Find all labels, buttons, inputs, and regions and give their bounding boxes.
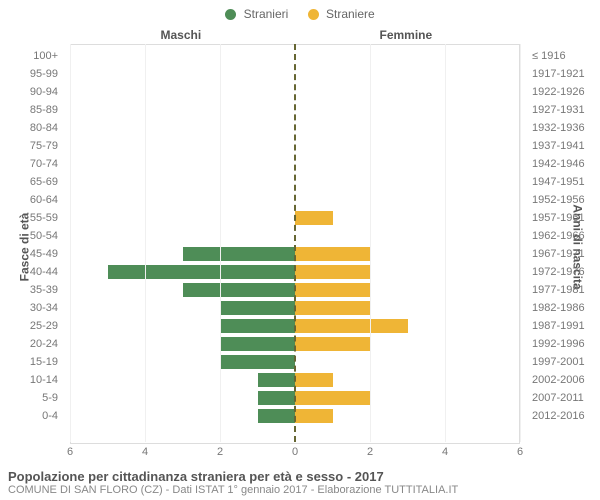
birth-year-label: 1972-1976: [526, 265, 600, 279]
age-label: 95-99: [0, 67, 64, 81]
bar-male: [258, 373, 296, 387]
birth-year-label: 1967-1971: [526, 247, 600, 261]
birth-year-label: 2012-2016: [526, 409, 600, 423]
age-label: 90-94: [0, 85, 64, 99]
bar-female: [295, 409, 333, 423]
bar-female: [295, 265, 370, 279]
birth-year-label: 1962-1966: [526, 229, 600, 243]
legend-label-male: Stranieri: [244, 7, 289, 21]
age-label: 35-39: [0, 283, 64, 297]
bar-male: [183, 247, 296, 261]
gridline: [445, 44, 446, 442]
x-tick-label: 4: [142, 446, 148, 458]
x-tick-label: 2: [367, 446, 373, 458]
x-tick-label: 2: [217, 446, 223, 458]
gridline: [220, 44, 221, 442]
gridline: [70, 44, 71, 442]
bar-male: [183, 283, 296, 297]
age-label: 25-29: [0, 319, 64, 333]
center-axis: [294, 44, 296, 442]
birth-year-label: ≤ 1916: [526, 49, 600, 63]
swatch-female: [308, 9, 319, 20]
age-label: 60-64: [0, 193, 64, 207]
gridline: [145, 44, 146, 442]
age-label: 70-74: [0, 157, 64, 171]
bar-male: [108, 265, 296, 279]
age-label: 80-84: [0, 121, 64, 135]
bar-male: [258, 409, 296, 423]
bar-female: [295, 283, 370, 297]
bar-female: [295, 247, 370, 261]
bar-female: [295, 211, 333, 225]
column-header-maschi: Maschi: [161, 28, 202, 42]
birth-year-label: 1937-1941: [526, 139, 600, 153]
birth-year-label: 1977-1981: [526, 283, 600, 297]
age-label: 65-69: [0, 175, 64, 189]
age-label: 20-24: [0, 337, 64, 351]
legend-item-male: Stranieri: [225, 7, 288, 21]
birth-year-label: 1952-1956: [526, 193, 600, 207]
birth-year-label: 1927-1931: [526, 103, 600, 117]
legend: Stranieri Straniere: [0, 6, 600, 21]
legend-item-female: Straniere: [308, 7, 375, 21]
bar-female: [295, 319, 408, 333]
age-label: 45-49: [0, 247, 64, 261]
gridline: [520, 44, 521, 442]
age-label: 0-4: [0, 409, 64, 423]
age-label: 5-9: [0, 391, 64, 405]
swatch-male: [225, 9, 236, 20]
age-label: 30-34: [0, 301, 64, 315]
birth-year-label: 1982-1986: [526, 301, 600, 315]
bar-male: [220, 355, 295, 369]
birth-year-label: 1942-1946: [526, 157, 600, 171]
x-tick-label: 0: [292, 446, 298, 458]
age-label: 10-14: [0, 373, 64, 387]
bar-male: [220, 337, 295, 351]
age-label: 55-59: [0, 211, 64, 225]
x-tick-label: 6: [67, 446, 73, 458]
bar-male: [220, 301, 295, 315]
gridline: [370, 44, 371, 442]
age-label: 85-89: [0, 103, 64, 117]
column-header-femmine: Femmine: [380, 28, 433, 42]
birth-year-label: 1932-1936: [526, 121, 600, 135]
age-label: 40-44: [0, 265, 64, 279]
age-label: 100+: [0, 49, 64, 63]
x-tick-label: 6: [517, 446, 523, 458]
birth-year-label: 1992-1996: [526, 337, 600, 351]
age-label: 50-54: [0, 229, 64, 243]
bar-female: [295, 373, 333, 387]
birth-year-label: 2007-2011: [526, 391, 600, 405]
bar-female: [295, 301, 370, 315]
birth-year-label: 2002-2006: [526, 373, 600, 387]
birth-year-label: 1957-1961: [526, 211, 600, 225]
bar-male: [220, 319, 295, 333]
birth-year-label: 1987-1991: [526, 319, 600, 333]
birth-year-label: 1917-1921: [526, 67, 600, 81]
bar-male: [258, 391, 296, 405]
chart-title: Popolazione per cittadinanza straniera p…: [8, 469, 592, 484]
x-tick-label: 4: [442, 446, 448, 458]
chart-subtitle: COMUNE DI SAN FLORO (CZ) - Dati ISTAT 1°…: [8, 484, 592, 496]
population-pyramid: Stranieri Straniere Maschi Femmine Fasce…: [0, 0, 600, 500]
birth-year-label: 1997-2001: [526, 355, 600, 369]
birth-year-label: 1922-1926: [526, 85, 600, 99]
age-label: 75-79: [0, 139, 64, 153]
legend-label-female: Straniere: [326, 7, 375, 21]
chart-footer: Popolazione per cittadinanza straniera p…: [8, 469, 592, 496]
age-label: 15-19: [0, 355, 64, 369]
bar-female: [295, 391, 370, 405]
bar-female: [295, 337, 370, 351]
birth-year-label: 1947-1951: [526, 175, 600, 189]
